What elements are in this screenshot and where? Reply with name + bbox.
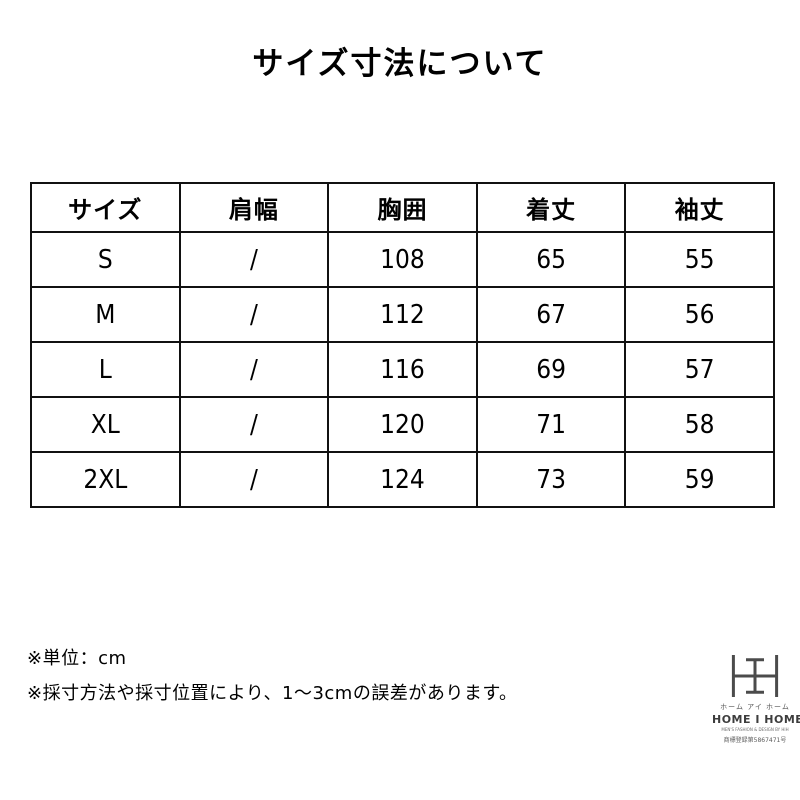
value-cell: 58: [624, 396, 775, 453]
value-cell: 120: [327, 396, 478, 453]
col-header-length: 着丈: [475, 182, 627, 233]
size-cell: M: [30, 286, 181, 343]
table-row-s: S / 108 65 55: [30, 231, 775, 288]
value-cell: 57: [624, 341, 775, 398]
value-cell: /: [178, 451, 330, 508]
table-row-l: L / 116 69 57: [30, 341, 775, 398]
logo-brand-name: HOME I HOME: [712, 713, 800, 726]
logo-registration-no: 商標登録第5867471号: [723, 737, 787, 744]
col-header-chest: 胸囲: [327, 182, 478, 233]
value-cell: 69: [475, 341, 627, 398]
value-cell: 65: [475, 231, 627, 288]
value-cell: 71: [475, 396, 627, 453]
brand-logo: ホーム アイ ホーム HOME I HOME MEN'S FASHION & D…: [712, 653, 800, 744]
value-cell: /: [178, 231, 330, 288]
page-title: サイズ寸法について: [252, 46, 548, 82]
value-cell: 116: [327, 341, 478, 398]
size-table: サイズ 肩幅 胸囲 着丈 袖丈 S / 108 65 55 M / 112 67…: [30, 182, 775, 508]
value-cell: 55: [624, 231, 775, 288]
table-row-m: M / 112 67 56: [30, 286, 775, 343]
note-unit: ※単位：cm: [27, 648, 127, 669]
footnotes: ※単位：cm ※採寸方法や採寸位置により、1～3cmの誤差があります。: [27, 650, 518, 720]
value-cell: 67: [475, 286, 627, 343]
value-cell: /: [178, 341, 330, 398]
value-cell: /: [178, 396, 330, 453]
value-cell: 59: [624, 451, 775, 508]
value-cell: 56: [624, 286, 775, 343]
value-cell: 124: [327, 451, 478, 508]
value-cell: 73: [475, 451, 627, 508]
hih-monogram-icon: [731, 655, 779, 697]
table-header-row: サイズ 肩幅 胸囲 着丈 袖丈: [30, 182, 775, 233]
value-cell: 112: [327, 286, 478, 343]
size-cell: XL: [30, 396, 181, 453]
note-tolerance: ※採寸方法や採寸位置により、1～3cmの誤差があります。: [27, 683, 518, 704]
size-cell: L: [30, 341, 181, 398]
value-cell: 108: [327, 231, 478, 288]
logo-katakana-text: ホーム アイ ホーム: [720, 703, 790, 711]
size-cell: S: [30, 231, 181, 288]
table-row-2xl: 2XL / 124 73 59: [30, 451, 775, 508]
table-row-xl: XL / 120 71 58: [30, 396, 775, 453]
value-cell: /: [178, 286, 330, 343]
col-header-shoulder: 肩幅: [178, 182, 330, 233]
logo-tagline: MEN'S FASHION & DESIGN BY HIH: [721, 727, 789, 732]
size-cell: 2XL: [30, 451, 181, 508]
col-header-size: サイズ: [30, 182, 181, 233]
col-header-sleeve: 袖丈: [624, 182, 775, 233]
